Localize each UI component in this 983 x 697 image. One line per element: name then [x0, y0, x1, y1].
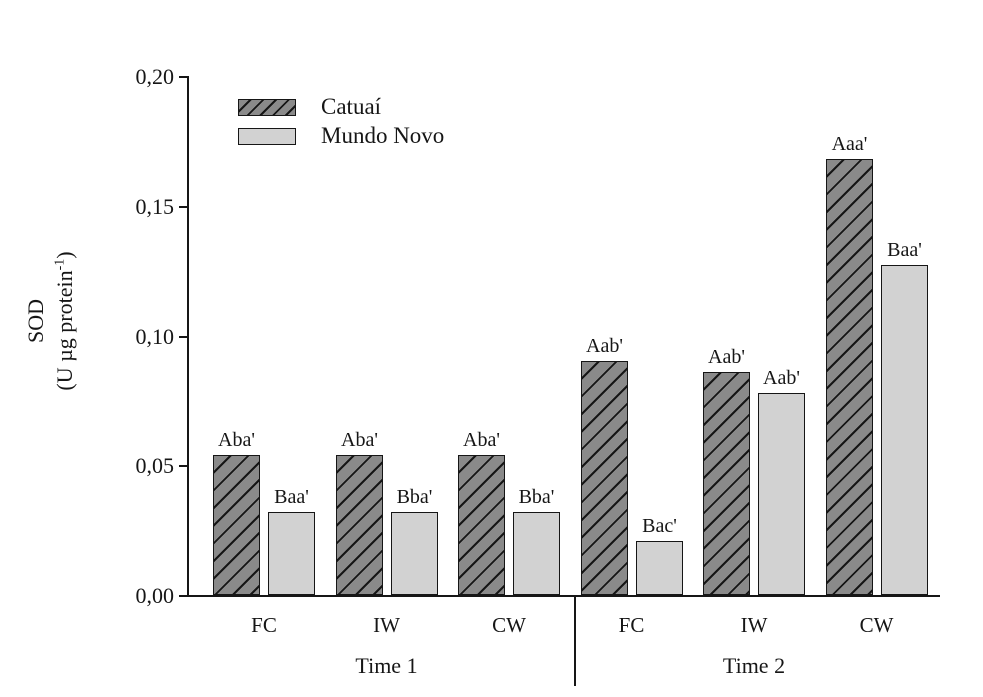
- y-axis-tick-label: 0,15: [135, 194, 175, 219]
- bar-significance-label: Aba': [218, 429, 255, 451]
- x-axis-category-label: FC: [618, 613, 645, 637]
- legend-swatch-catuai-hatched: [238, 98, 296, 116]
- bar-catuaí: [826, 159, 873, 595]
- bar-mundo-novo: [391, 512, 438, 595]
- legend-item-catuai: Catuaí: [238, 94, 444, 119]
- bar-mundo-novo: [513, 512, 560, 595]
- y-axis-tick-label: 0,05: [135, 453, 175, 478]
- y-axis-tick-label: 0,00: [135, 583, 175, 608]
- bar-significance-label: Bac': [642, 515, 677, 537]
- y-axis-tick: [179, 595, 188, 597]
- bar-significance-label: Bba': [396, 486, 433, 508]
- legend-item-mundo-novo: Mundo Novo: [238, 123, 445, 148]
- y-axis-tick-label: 0,20: [135, 64, 175, 89]
- legend-label-mundo-novo: Mundo Novo: [321, 123, 445, 148]
- x-axis-category-label: IW: [373, 613, 400, 637]
- bar-mundo-novo: [758, 393, 805, 595]
- bar-catuaí: [336, 455, 383, 595]
- bar-catuaí: [213, 455, 260, 595]
- y-axis-tick: [179, 336, 188, 338]
- x-axis-line: [187, 595, 940, 597]
- x-axis-category-label: CW: [859, 613, 894, 637]
- legend: Catuaí Mundo Novo: [238, 94, 445, 154]
- bar-significance-label: Baa': [274, 486, 309, 508]
- legend-swatch-mundo-novo: [238, 127, 296, 145]
- y-axis-line: [187, 76, 189, 597]
- bar-significance-label: Aba': [341, 429, 378, 451]
- bar-significance-label: Aba': [463, 429, 500, 451]
- x-axis-category-label: FC: [251, 613, 277, 637]
- y-axis-title: SOD (U µg protein-1): [21, 195, 79, 447]
- bar-significance-label: Aab': [586, 335, 623, 357]
- y-axis-unit-prefix: (U µg protein: [52, 270, 77, 391]
- y-axis-tick-label: 0,10: [135, 324, 175, 349]
- time-group-divider-line: [574, 596, 576, 686]
- y-axis-tick: [179, 465, 188, 467]
- x-axis-category-label: CW: [492, 613, 526, 637]
- bar-mundo-novo: [636, 541, 683, 595]
- bar-significance-label: Baa': [887, 239, 922, 261]
- y-axis-tick: [179, 206, 188, 208]
- bar-significance-label: Aaa': [831, 133, 868, 155]
- x-axis-group-label: Time 2: [722, 653, 786, 678]
- y-axis-unit-suffix: ): [52, 251, 77, 259]
- y-axis-tick: [179, 76, 188, 78]
- bar-catuaí: [581, 361, 628, 595]
- bar-significance-label: Aab': [708, 346, 745, 368]
- bar-significance-label: Aab': [763, 367, 800, 389]
- bar-significance-label: Bba': [518, 486, 555, 508]
- y-axis-title-line2: (U µg protein-1): [50, 195, 79, 447]
- bar-catuaí: [703, 372, 750, 595]
- bar-mundo-novo: [268, 512, 315, 595]
- x-axis-category-label: IW: [740, 613, 768, 637]
- legend-label-catuai: Catuaí: [321, 94, 382, 119]
- x-axis-group-label: Time 1: [355, 653, 418, 678]
- y-axis-title-line1: SOD: [23, 299, 48, 344]
- bar-catuaí: [458, 455, 505, 595]
- y-axis-unit-superscript: -1: [52, 258, 68, 271]
- bar-mundo-novo: [881, 265, 928, 595]
